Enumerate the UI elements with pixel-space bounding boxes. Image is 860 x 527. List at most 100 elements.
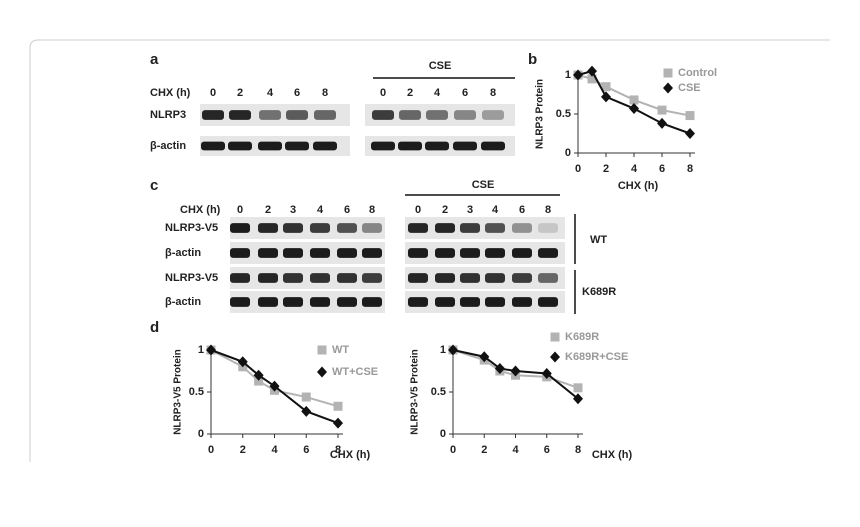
lane-label: 6 bbox=[294, 87, 300, 99]
marker bbox=[479, 351, 490, 363]
band bbox=[460, 223, 480, 233]
chx-label: CHX (h) bbox=[180, 204, 221, 216]
x-tick-label: 6 bbox=[544, 444, 550, 456]
x-axis-label: CHX (h) bbox=[592, 449, 633, 461]
treatment-label: CSE bbox=[429, 60, 452, 72]
lane-label: 4 bbox=[317, 204, 324, 216]
band bbox=[337, 223, 357, 233]
chx-label: CHX (h) bbox=[150, 87, 191, 99]
group-label: WT bbox=[590, 234, 607, 246]
row-label: NLRP3-V5 bbox=[165, 272, 218, 284]
marker bbox=[448, 344, 458, 356]
marker bbox=[269, 380, 280, 392]
marker bbox=[510, 365, 521, 377]
band bbox=[283, 223, 303, 233]
band bbox=[460, 297, 480, 307]
lane-label: 6 bbox=[344, 204, 350, 216]
marker bbox=[494, 362, 505, 374]
y-tick-label: 0.5 bbox=[431, 386, 446, 398]
band bbox=[408, 248, 428, 258]
x-tick-label: 2 bbox=[603, 163, 609, 175]
legend-label: WT+CSE bbox=[332, 366, 378, 378]
band bbox=[258, 297, 278, 307]
group-label: K689R bbox=[582, 286, 616, 298]
marker bbox=[685, 128, 695, 139]
legend-label: Control bbox=[678, 67, 717, 79]
band bbox=[485, 273, 505, 283]
frame bbox=[29, 39, 830, 462]
band bbox=[372, 110, 394, 120]
legend-label: K689R bbox=[565, 331, 599, 343]
band bbox=[230, 223, 250, 233]
band bbox=[310, 223, 330, 233]
blot-strip bbox=[230, 267, 385, 289]
panel-label: d bbox=[150, 319, 159, 336]
band bbox=[258, 141, 282, 151]
lane-label: 0 bbox=[237, 204, 243, 216]
band bbox=[362, 297, 382, 307]
band bbox=[283, 273, 303, 283]
lane-label: 2 bbox=[407, 87, 413, 99]
lane-label: 3 bbox=[467, 204, 473, 216]
marker bbox=[253, 369, 264, 381]
marker bbox=[550, 332, 560, 342]
lane-label: 8 bbox=[322, 87, 328, 99]
row-label: β-actin bbox=[150, 140, 186, 152]
x-tick-label: 8 bbox=[575, 444, 581, 456]
band bbox=[202, 110, 224, 120]
lane-label: 6 bbox=[462, 87, 468, 99]
lane-label: 4 bbox=[267, 87, 274, 99]
marker bbox=[573, 69, 583, 81]
panel-label: c bbox=[150, 177, 158, 194]
y-tick-label: 1 bbox=[440, 344, 446, 356]
y-tick-label: 0.5 bbox=[189, 386, 204, 398]
marker bbox=[663, 68, 673, 78]
x-tick-label: 2 bbox=[240, 444, 246, 456]
band bbox=[310, 297, 330, 307]
band bbox=[538, 223, 558, 233]
marker bbox=[317, 366, 327, 378]
band bbox=[398, 141, 422, 151]
marker bbox=[573, 393, 583, 405]
band bbox=[258, 248, 278, 258]
band bbox=[362, 273, 382, 283]
y-tick-label: 1 bbox=[198, 344, 204, 356]
band bbox=[426, 110, 448, 120]
band bbox=[285, 141, 309, 151]
band bbox=[371, 141, 395, 151]
band bbox=[482, 110, 504, 120]
lane-label: 0 bbox=[380, 87, 386, 99]
lane-label: 4 bbox=[434, 87, 441, 99]
lane-label: 0 bbox=[415, 204, 421, 216]
band bbox=[230, 273, 250, 283]
band bbox=[435, 223, 455, 233]
marker bbox=[573, 383, 583, 393]
band bbox=[362, 223, 382, 233]
band bbox=[485, 248, 505, 258]
blot-strip bbox=[230, 291, 385, 313]
blot-strip bbox=[230, 217, 385, 239]
row-label: β-actin bbox=[165, 247, 201, 259]
marker bbox=[333, 417, 343, 429]
band bbox=[258, 273, 278, 283]
legend-label: WT bbox=[332, 344, 349, 356]
band bbox=[512, 223, 532, 233]
y-axis-label: NLRP3-V5 Protein bbox=[410, 349, 421, 435]
x-tick-label: 4 bbox=[271, 444, 278, 456]
band bbox=[512, 248, 532, 258]
x-tick-label: 8 bbox=[687, 163, 693, 175]
band bbox=[435, 248, 455, 258]
marker bbox=[629, 103, 639, 115]
marker bbox=[254, 376, 264, 386]
x-tick-label: 0 bbox=[208, 444, 214, 456]
panel-label: b bbox=[528, 51, 537, 68]
lane-label: 0 bbox=[210, 87, 216, 99]
y-tick-label: 0 bbox=[440, 428, 446, 440]
band bbox=[283, 248, 303, 258]
band bbox=[408, 273, 428, 283]
band bbox=[485, 297, 505, 307]
band bbox=[481, 141, 505, 151]
marker bbox=[301, 405, 312, 417]
y-axis-label: NLRP3-V5 Protein bbox=[173, 349, 184, 435]
band bbox=[399, 110, 421, 120]
